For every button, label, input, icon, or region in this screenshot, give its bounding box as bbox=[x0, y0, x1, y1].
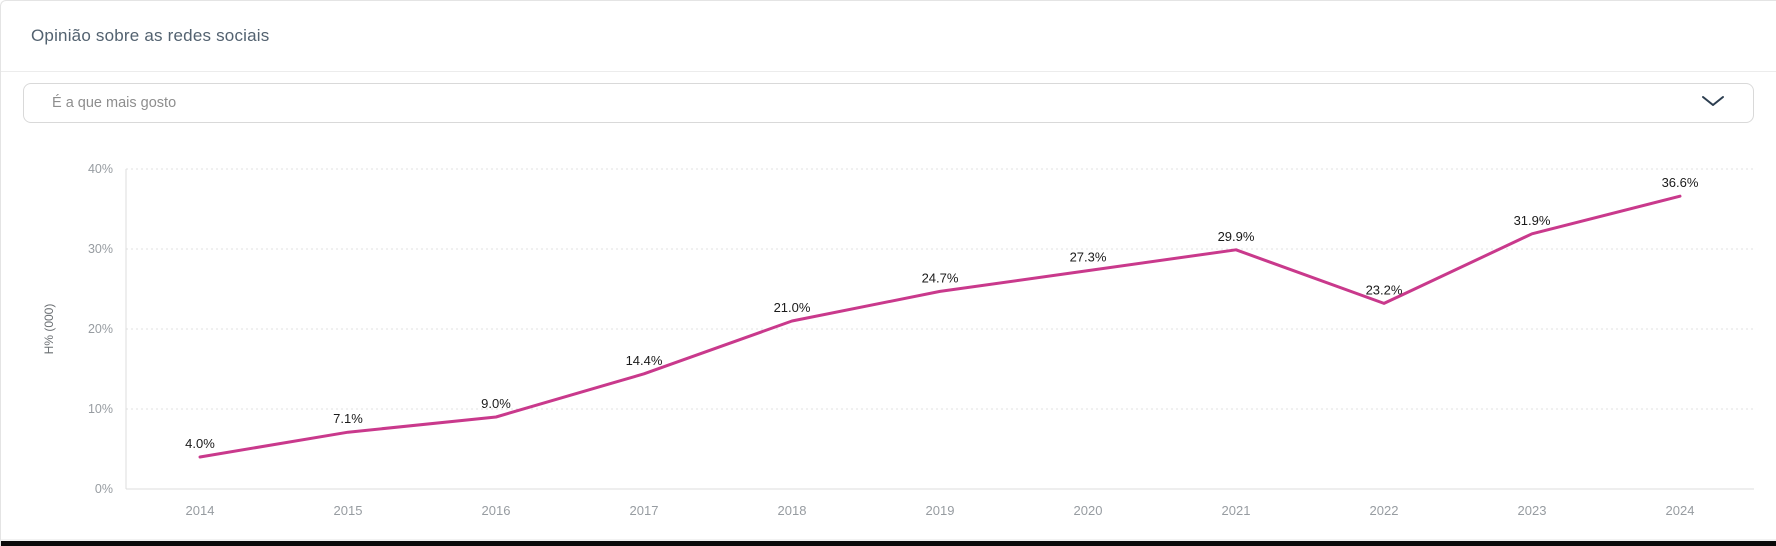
line-chart: 0% 10% 20% 30% 40% H% (000) 2014 2015 2016 2017 20… bbox=[42, 162, 1754, 518]
y-tick-label: 0% bbox=[95, 482, 113, 496]
data-label: 14.4% bbox=[626, 353, 663, 368]
x-tick-label: 2022 bbox=[1370, 503, 1399, 518]
x-tick-label: 2018 bbox=[778, 503, 807, 518]
x-tick-label: 2014 bbox=[186, 503, 215, 518]
x-tick-label: 2021 bbox=[1222, 503, 1251, 518]
data-label: 29.9% bbox=[1218, 229, 1255, 244]
x-tick-label: 2020 bbox=[1074, 503, 1103, 518]
x-tick-label: 2017 bbox=[630, 503, 659, 518]
opinion-filter-select[interactable]: É a que mais gosto bbox=[23, 83, 1754, 123]
y-tick-label: 40% bbox=[88, 162, 113, 176]
y-axis-title: H% (000) bbox=[42, 304, 56, 355]
data-line bbox=[198, 194, 1682, 459]
data-label: 31.9% bbox=[1514, 213, 1551, 228]
x-tick-label: 2016 bbox=[482, 503, 511, 518]
data-label: 24.7% bbox=[922, 270, 959, 285]
x-tick-label: 2015 bbox=[334, 503, 363, 518]
y-tick-label: 10% bbox=[88, 402, 113, 416]
chart-area: 0% 10% 20% 30% 40% H% (000) 2014 2015 2016 2017 20… bbox=[1, 131, 1776, 531]
chevron-down-icon bbox=[1701, 94, 1725, 112]
data-label: 27.3% bbox=[1070, 250, 1107, 265]
data-label: 9.0% bbox=[481, 396, 511, 411]
x-tick-label: 2019 bbox=[926, 503, 955, 518]
x-tick-label: 2023 bbox=[1518, 503, 1547, 518]
card-header: Opinião sobre as redes sociais bbox=[1, 1, 1776, 72]
data-label: 21.0% bbox=[774, 300, 811, 315]
bottom-edge-bar bbox=[1, 539, 1776, 546]
data-label: 23.2% bbox=[1366, 282, 1403, 297]
data-label: 36.6% bbox=[1662, 175, 1699, 190]
x-tick-label: 2024 bbox=[1666, 503, 1695, 518]
data-label: 7.1% bbox=[333, 411, 363, 426]
page-title: Opinião sobre as redes sociais bbox=[31, 26, 270, 45]
y-tick-label: 30% bbox=[88, 242, 113, 256]
selected-option-label: É a que mais gosto bbox=[52, 95, 177, 111]
data-label: 4.0% bbox=[185, 436, 215, 451]
y-tick-label: 20% bbox=[88, 322, 113, 336]
